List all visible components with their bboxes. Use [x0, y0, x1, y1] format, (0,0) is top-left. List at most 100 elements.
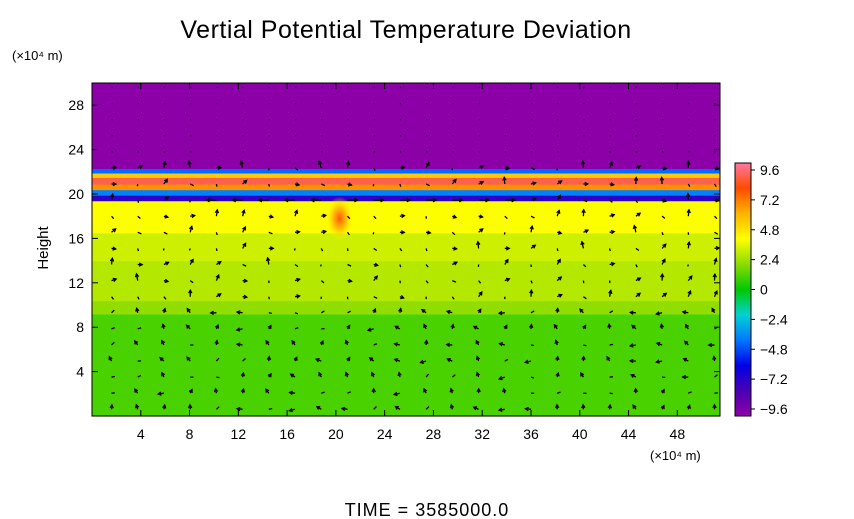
wind-vector-head: [393, 358, 399, 363]
x-tick-label: 8: [186, 426, 194, 442]
wind-vector-head: [374, 262, 380, 267]
wind-vector: [425, 248, 428, 252]
wind-vector-head: [662, 292, 668, 297]
wind-vector: [137, 374, 142, 378]
wind-vector-head: [319, 339, 324, 345]
wind-vector-head: [401, 165, 406, 170]
wind-vector-head: [317, 160, 323, 165]
wind-vector: [530, 376, 535, 379]
wind-vector-head: [346, 324, 351, 329]
heatmap-layer: [92, 195, 720, 202]
wind-vector-head: [686, 208, 691, 214]
wind-vector-head: [242, 242, 247, 247]
wind-vector-head: [580, 159, 586, 165]
wind-vector-head: [322, 213, 328, 218]
heatmap-layer: [92, 184, 720, 191]
wind-vector-head: [269, 246, 275, 251]
wind-vector-head: [502, 176, 507, 181]
wind-vector: [137, 199, 140, 204]
wind-vector-head: [610, 213, 616, 218]
wind-vector: [373, 343, 378, 346]
wind-vector-head: [711, 307, 716, 312]
wind-vector-head: [134, 388, 139, 393]
wind-vector-head: [163, 178, 169, 183]
wind-vector-head: [267, 372, 272, 378]
wind-vector-head: [401, 213, 406, 219]
wind-vector: [399, 183, 402, 187]
wind-vector-head: [112, 181, 118, 187]
wind-vector-head: [502, 387, 507, 393]
wind-vector: [399, 248, 403, 252]
wind-vector-head: [479, 228, 484, 233]
wind-vector: [189, 280, 194, 284]
wind-vector-head: [239, 159, 244, 165]
wind-vector-head: [555, 355, 560, 361]
colorbar-bar: [734, 162, 752, 417]
wind-vector: [216, 376, 220, 379]
wind-vector-head: [242, 225, 246, 231]
wind-vector-head: [476, 387, 481, 393]
wind-vector-head: [713, 289, 718, 295]
wind-vector-head: [712, 403, 717, 409]
wind-vector: [346, 248, 349, 252]
wind-vector-head: [241, 208, 246, 214]
wind-vector-head: [213, 387, 219, 393]
wind-vector: [347, 310, 352, 314]
wind-vector-head: [215, 273, 220, 279]
colorbar-tick-label: 9.6: [760, 162, 780, 178]
wind-vector-head: [686, 404, 691, 409]
wind-vector-head: [164, 214, 170, 219]
wind-vector-head: [685, 323, 689, 329]
wind-vector-head: [445, 342, 451, 348]
wind-vector-head: [472, 406, 478, 411]
wind-vector-head: [478, 290, 483, 296]
wind-vector-head: [556, 209, 561, 214]
wind-vector-head: [505, 246, 511, 251]
wind-vector: [110, 296, 115, 300]
wind-vector-head: [423, 323, 428, 329]
heatmap-layer: [92, 177, 720, 185]
wind-vector-head: [715, 198, 721, 203]
wind-vector-head: [368, 357, 374, 362]
wind-vector-head: [662, 198, 668, 203]
y-axis-unit: (×10⁴ m): [12, 48, 63, 63]
heatmap-layers: [92, 83, 720, 417]
wind-vector-head: [235, 327, 241, 332]
wind-vector-head: [370, 371, 375, 377]
wind-vector-head: [165, 261, 170, 266]
wind-vector-head: [511, 197, 517, 203]
wind-vector-head: [584, 181, 590, 187]
wind-vector: [294, 312, 299, 315]
x-axis-ticks: 4 8 12 16 20 24 28 32 36 40 44 48: [137, 83, 685, 442]
wind-vector-head: [185, 324, 191, 329]
wind-vector-head: [556, 258, 561, 263]
wind-vector-head: [293, 356, 298, 361]
wind-vector: [189, 183, 194, 187]
wind-vector-head: [581, 208, 586, 214]
y-axis-ticks: 4 8 12 16 20 24 28: [68, 97, 720, 380]
hot-spot: [325, 196, 354, 241]
wind-vector-head: [581, 403, 586, 409]
wind-vector: [530, 280, 533, 284]
wind-vector-head: [558, 293, 563, 298]
x-tick-label: 24: [377, 426, 393, 442]
wind-vector-head: [628, 310, 634, 315]
wind-vector-head: [161, 323, 166, 328]
wind-vector: [111, 215, 115, 220]
wind-vector-head: [217, 165, 223, 171]
x-tick-label: 48: [670, 426, 686, 442]
wind-vector-head: [628, 358, 634, 364]
wind-vector-head: [686, 240, 691, 246]
wind-vector: [504, 215, 508, 220]
wind-vector-head: [288, 407, 293, 413]
wind-vector-head: [554, 339, 559, 345]
wind-vector: [321, 183, 326, 187]
colorbar-ticks: 9.6 7.2 4.8 2.4 0 −2.4 −4.8 −7.2 −9.6: [751, 162, 788, 417]
wind-vector-head: [134, 272, 140, 278]
wind-vector-head: [633, 387, 639, 393]
wind-vector-head: [205, 197, 210, 203]
wind-vector: [635, 247, 640, 252]
wind-vector-head: [392, 391, 398, 397]
time-footer: TIME = 3585000.0: [345, 500, 510, 519]
wind-vector: [268, 231, 273, 235]
